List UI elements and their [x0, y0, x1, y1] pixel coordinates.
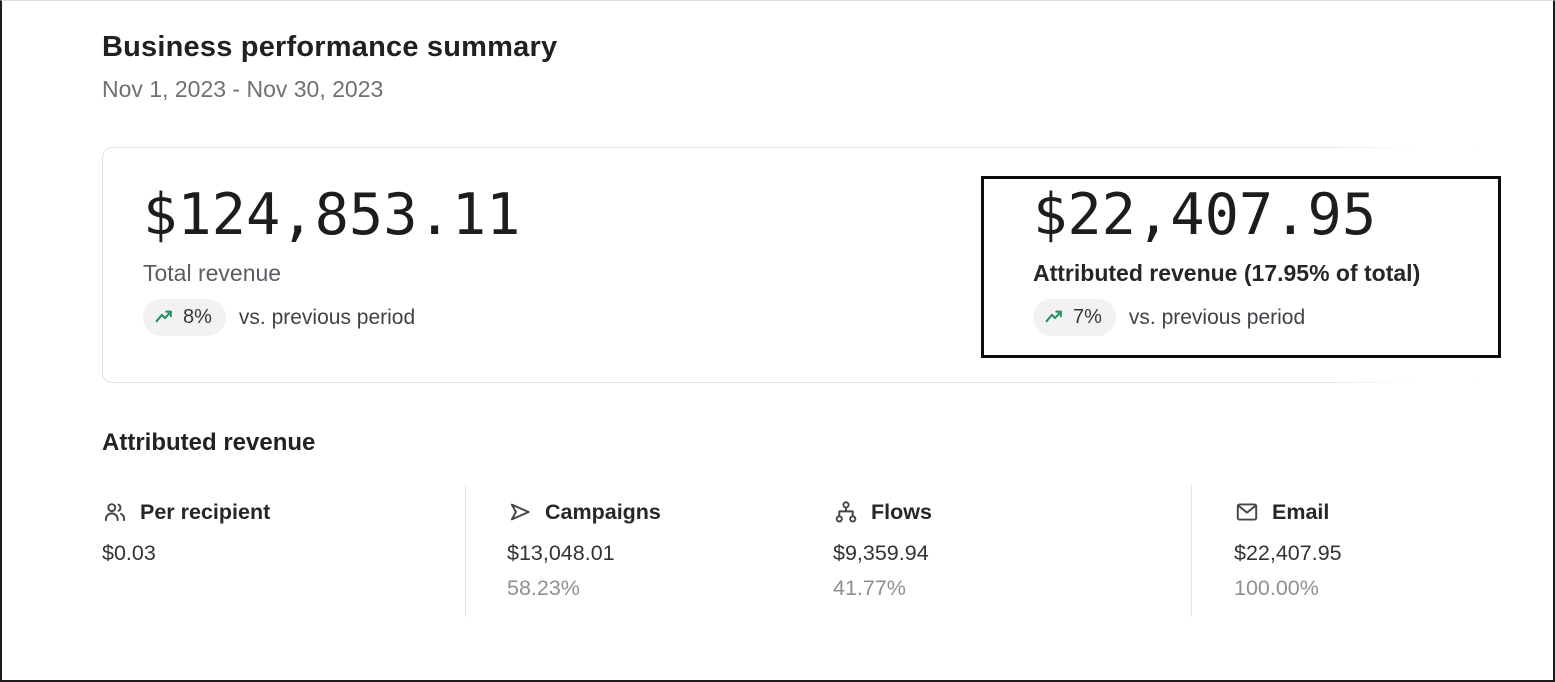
metric-col-per-recipient: Per recipient $0.03 [102, 485, 466, 617]
trend-up-icon [1044, 307, 1065, 328]
page-title: Business performance summary [102, 31, 558, 63]
total-revenue-value: $124,853.11 [143, 182, 521, 248]
trend-comparison-text: vs. previous period [238, 305, 416, 329]
date-range: Nov 1, 2023 - Nov 30, 2023 [102, 76, 384, 102]
trend-change-value: 7% [1073, 306, 1102, 328]
attributed-revenue-trend-row: 7% vs. previous period [1033, 299, 1420, 336]
attributed-revenue-label: Attributed revenue (17.95% of total) [1033, 260, 1421, 286]
send-icon [507, 499, 533, 525]
email-value: $22,407.95 [1234, 541, 1342, 565]
campaigns-value: $13,048.01 [507, 541, 615, 565]
per-recipient-label: Per recipient [140, 499, 271, 524]
metric-attributed-revenue: $22,407.95 Attributed revenue (17.95% of… [1033, 184, 1420, 382]
email-percent: 100.00% [1234, 576, 1319, 600]
email-header: Email [1234, 499, 1553, 525]
trend-badge: 8% [143, 299, 226, 336]
people-icon [102, 499, 128, 525]
attributed-revenue-section-heading: Attributed revenue [102, 429, 316, 456]
trend-change-value: 8% [183, 306, 212, 328]
metric-col-campaigns: Campaigns $13,048.01 58.23% [466, 485, 833, 617]
flows-header: Flows [833, 499, 1191, 525]
attributed-metrics-row: Per recipient $0.03 Campaigns $13,048.01… [102, 485, 1553, 617]
card-border-fade [1308, 380, 1478, 383]
card-border-fade [1308, 147, 1478, 150]
metric-col-flows: Flows $9,359.94 41.77% [833, 485, 1192, 617]
flows-percent: 41.77% [833, 576, 906, 600]
flows-value: $9,359.94 [833, 541, 929, 565]
attributed-revenue-value: $22,407.95 [1033, 182, 1377, 248]
total-revenue-trend-row: 8% vs. previous period [143, 299, 1033, 336]
summary-card: $124,853.11 Total revenue 8% vs. previou… [102, 147, 1501, 383]
campaigns-header: Campaigns [507, 499, 833, 525]
total-revenue-label: Total revenue [143, 260, 282, 286]
email-icon [1234, 499, 1260, 525]
campaigns-label: Campaigns [545, 499, 661, 524]
flows-label: Flows [871, 499, 932, 524]
flows-icon [833, 499, 859, 525]
campaigns-percent: 58.23% [507, 576, 580, 600]
per-recipient-header: Per recipient [102, 499, 465, 525]
metric-total-revenue: $124,853.11 Total revenue 8% vs. previou… [143, 184, 1033, 382]
email-label: Email [1272, 499, 1330, 524]
trend-badge: 7% [1033, 299, 1116, 336]
trend-comparison-text: vs. previous period [1128, 305, 1306, 329]
per-recipient-percent [102, 576, 465, 601]
metric-col-email: Email $22,407.95 100.00% [1192, 485, 1553, 617]
trend-up-icon [154, 307, 175, 328]
per-recipient-value: $0.03 [102, 541, 156, 565]
